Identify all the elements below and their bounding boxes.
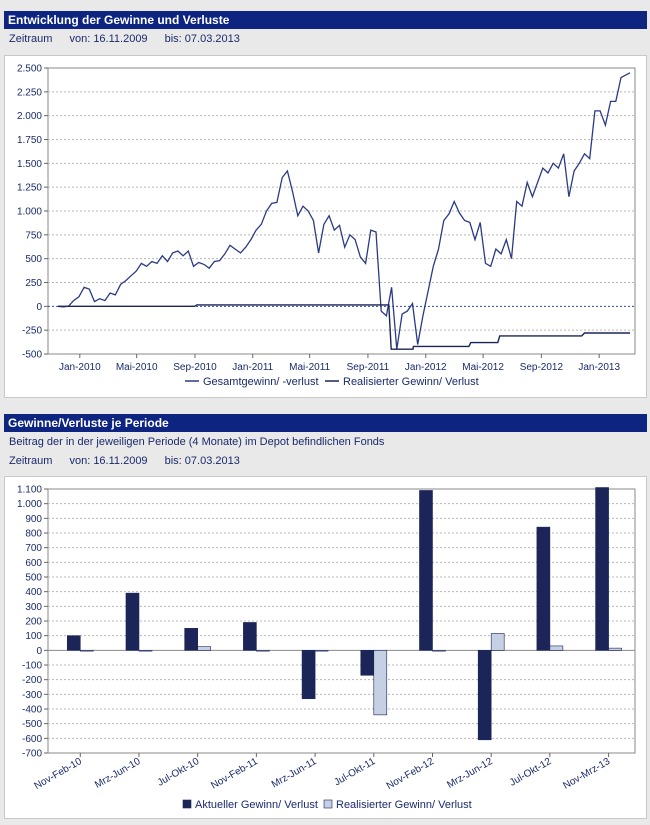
bar-current bbox=[243, 622, 257, 651]
series-line-total bbox=[57, 72, 631, 350]
panel-header-period-gains: Gewinne/Verluste je Periode bbox=[4, 414, 647, 432]
x-tick-label: Sep-2010 bbox=[173, 362, 217, 373]
x-tick-label: Mrz-Jun-12 bbox=[445, 756, 495, 791]
x-tick-label: Jan-2011 bbox=[232, 362, 273, 373]
y-tick-label: 700 bbox=[25, 543, 42, 554]
x-tick-label: Mai-2010 bbox=[116, 362, 158, 373]
x-tick-label: Mrz-Jun-11 bbox=[270, 756, 319, 791]
y-tick-label: 1.000 bbox=[17, 499, 42, 510]
bar-realized bbox=[79, 650, 94, 652]
x-tick-label: Jul-Okt-12 bbox=[508, 756, 554, 789]
x-tick-label: Nov-Feb-10 bbox=[33, 756, 85, 792]
y-tick-label: 1.500 bbox=[17, 159, 42, 170]
period-to: bis: 07.03.2013 bbox=[164, 33, 240, 45]
y-tick-label: 400 bbox=[25, 587, 42, 598]
y-tick-label: -400 bbox=[22, 705, 42, 716]
x-tick-label: Jan-2010 bbox=[59, 362, 101, 373]
legend-label: Gesamtgewinn/ -verlust bbox=[203, 376, 319, 388]
y-tick-label: 2.250 bbox=[17, 87, 42, 98]
bar-chart-box: 1.100 1.000 900 800 700 600 500 400 300 200 100 0 -1… bbox=[4, 476, 647, 819]
y-tick-label: -500 bbox=[22, 350, 42, 361]
bar-current bbox=[301, 650, 316, 700]
x-tick-label: Mrz-Jun-10 bbox=[93, 756, 143, 791]
y-tick-label: 2.000 bbox=[17, 111, 42, 122]
panel-title: Entwicklung der Gewinne und Verluste bbox=[8, 13, 230, 27]
bar-current bbox=[595, 487, 609, 651]
y-tick-label: 750 bbox=[25, 230, 42, 241]
panel-header-gains-development: Entwicklung der Gewinne und Verluste bbox=[4, 11, 647, 29]
x-tick-label: Mai-2012 bbox=[462, 362, 504, 373]
x-tick-label: Sep-2012 bbox=[520, 362, 564, 373]
y-tick-label: 100 bbox=[25, 631, 42, 642]
panel-title-2: Gewinne/Verluste je Periode bbox=[8, 416, 169, 430]
period-to-2: bis: 07.03.2013 bbox=[164, 455, 240, 467]
bar-realized bbox=[608, 647, 622, 651]
bar-current bbox=[477, 650, 492, 741]
x-tick-label: Nov-Mrz-13 bbox=[561, 756, 612, 792]
y-tick-label: 0 bbox=[36, 302, 42, 313]
x-tick-label: Mai-2011 bbox=[289, 362, 330, 373]
x-tick-label: Nov-Feb-12 bbox=[385, 756, 437, 792]
x-tick-label: Jul-Okt-11 bbox=[332, 756, 377, 788]
legend-label: Aktueller Gewinn/ Verlust bbox=[195, 799, 318, 811]
legend-label: Realisierter Gewinn/ Verlust bbox=[343, 376, 479, 388]
y-tick-label: 0 bbox=[36, 646, 42, 657]
bar-current bbox=[419, 490, 433, 651]
y-tick-label: -250 bbox=[22, 326, 42, 337]
y-tick-label: 1.000 bbox=[17, 207, 42, 218]
bar-current bbox=[536, 526, 551, 651]
period-info: Zeitraum von: 16.11.2009 bis: 07.03.2013 bbox=[9, 33, 254, 45]
bar-realized bbox=[314, 650, 329, 652]
panel-subtitle: Beitrag der in der jeweiligen Periode (4… bbox=[9, 436, 385, 448]
y-tick-label: 1.250 bbox=[17, 183, 42, 194]
legend: Aktueller Gewinn/ Verlust Realisierter Ge… bbox=[182, 799, 472, 811]
period-info-2: Zeitraum von: 16.11.2009 bis: 07.03.2013 bbox=[9, 455, 254, 467]
x-tick-label: Nov-Feb-11 bbox=[209, 756, 260, 792]
y-tick-label: 1.100 bbox=[17, 485, 42, 496]
y-tick-label: 2.500 bbox=[17, 64, 42, 75]
y-tick-label: -200 bbox=[22, 675, 42, 686]
y-tick-label: 900 bbox=[25, 514, 42, 525]
bar-realized bbox=[373, 650, 388, 716]
series-line-realized bbox=[58, 304, 630, 350]
x-tick-label: Jan-2012 bbox=[405, 362, 447, 373]
y-tick-label: 200 bbox=[25, 617, 42, 628]
y-tick-label: 1.750 bbox=[17, 135, 42, 146]
bar-current bbox=[66, 635, 81, 651]
legend-swatch bbox=[182, 799, 192, 809]
bar-current bbox=[360, 650, 375, 676]
x-tick-label: Jan-2013 bbox=[578, 362, 620, 373]
line-chart-box: 2.500 2.250 2.000 1.750 1.500 1.250 1.000 750 50… bbox=[4, 55, 647, 398]
y-tick-label: 250 bbox=[25, 278, 42, 289]
y-tick-label: -700 bbox=[22, 749, 42, 760]
line-chart: 2.500 2.250 2.000 1.750 1.500 1.250 1.000 750 50… bbox=[17, 64, 636, 388]
x-tick-label: Jul-Okt-10 bbox=[156, 756, 202, 789]
y-tick-label: -600 bbox=[22, 734, 42, 745]
y-tick-label: -300 bbox=[22, 690, 42, 701]
y-tick-label: 500 bbox=[25, 254, 42, 265]
y-tick-label: -500 bbox=[22, 719, 42, 730]
y-tick-label: 600 bbox=[25, 558, 42, 569]
bar-realized bbox=[549, 645, 564, 651]
bar-realized bbox=[432, 650, 446, 652]
x-tick-label: Sep-2011 bbox=[347, 362, 390, 373]
bar-current bbox=[184, 628, 198, 651]
bar-chart: 1.100 1.000 900 800 700 600 500 400 300 200 100 0 -1… bbox=[17, 485, 636, 811]
y-tick-label: 500 bbox=[25, 573, 42, 584]
legend-swatch bbox=[323, 799, 333, 809]
bar-realized bbox=[256, 650, 270, 652]
legend: Gesamtgewinn/ -verlust Realisierter Gewin… bbox=[185, 376, 479, 388]
period-from-2: von: 16.11.2009 bbox=[69, 455, 148, 467]
period-from: von: 16.11.2009 bbox=[69, 33, 148, 45]
y-tick-label: 800 bbox=[25, 529, 42, 540]
bar-realized bbox=[197, 646, 211, 651]
period-label: Zeitraum bbox=[9, 33, 53, 45]
bar-current bbox=[125, 592, 140, 651]
bar-realized bbox=[490, 633, 505, 651]
legend-label: Realisierter Gewinn/ Verlust bbox=[336, 799, 472, 811]
bar-realized bbox=[138, 650, 153, 652]
period-label-2: Zeitraum bbox=[9, 455, 53, 467]
y-tick-label: -100 bbox=[22, 661, 42, 672]
y-tick-label: 300 bbox=[25, 602, 42, 613]
